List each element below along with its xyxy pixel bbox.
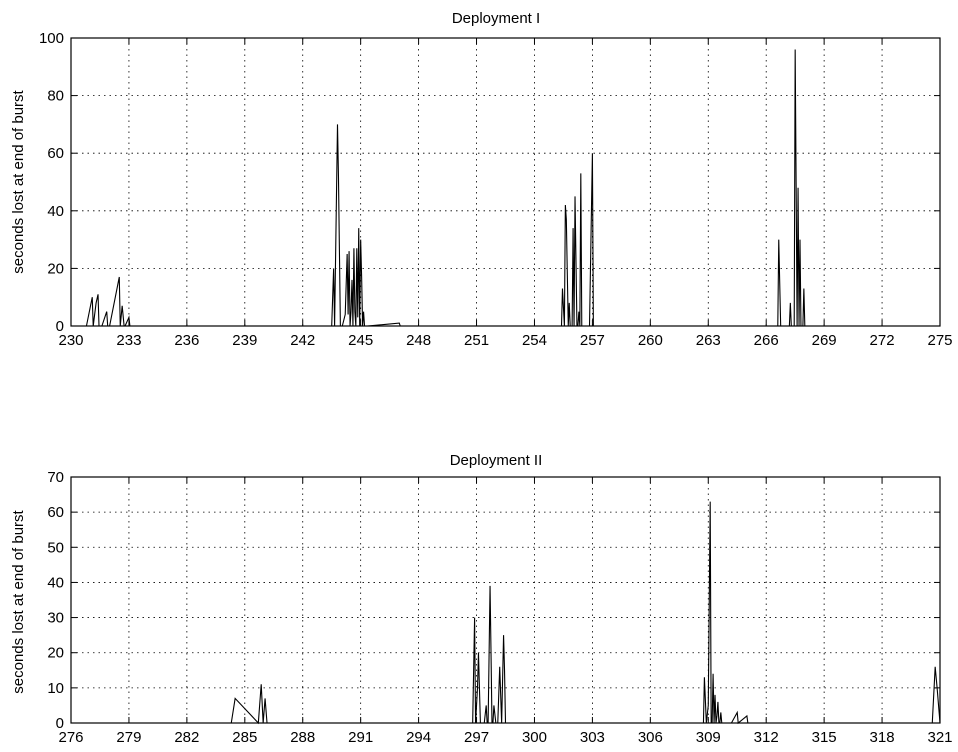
deployment-2-title: Deployment II: [450, 452, 543, 469]
dep1-xtick-label-4: 242: [290, 332, 315, 349]
deployment-1-grid: [71, 38, 940, 326]
dep2-xtick-label-2: 282: [174, 729, 199, 746]
deployment-2-series: [71, 501, 941, 725]
dep2-xtick-label-7: 297: [464, 729, 489, 746]
deployment-1-ylabel: seconds lost at end of burst: [10, 89, 27, 273]
dep2-xtick-label-5: 291: [348, 729, 373, 746]
dep1-xtick-label-14: 272: [870, 332, 895, 349]
dep1-ytick-label-1: 20: [47, 260, 64, 277]
dep1-xtick-label-15: 275: [927, 332, 952, 349]
dep2-ytick-label-0: 0: [56, 715, 64, 732]
deployment-2-grid: [71, 477, 940, 723]
dep1-xtick-label-7: 251: [464, 332, 489, 349]
dep2-axes-frame: [70, 476, 941, 724]
dep2-xtick-label-15: 321: [927, 729, 952, 746]
dep2-ytick-label-3: 30: [47, 610, 64, 627]
dep1-xtick-label-5: 245: [348, 332, 373, 349]
dep1-ytick-label-2: 40: [47, 203, 64, 220]
dep1-xtick-label-13: 269: [812, 332, 837, 349]
deployment-1-plot: Deployment I seconds lost at end of burs…: [10, 10, 953, 349]
dep2-ytick-label-7: 70: [47, 469, 64, 486]
deployment-1-title: Deployment I: [452, 10, 540, 27]
dep1-ytick-label-3: 60: [47, 145, 64, 162]
dep2-xtick-label-12: 312: [754, 729, 779, 746]
dep1-xtick-label-1: 233: [116, 332, 141, 349]
deployment-2-ylabel: seconds lost at end of burst: [10, 509, 27, 693]
dep2-ytick-label-6: 60: [47, 504, 64, 521]
deployment-2-axes: 276 279 282 285 288 291 294 297 300 303 306 309 312 3…: [47, 469, 952, 746]
dep2-xtick-label-3: 285: [232, 729, 257, 746]
deployment-1-axes: 230 233 236 239 242 245 248 251 254 257 260 263 266 2…: [39, 30, 953, 349]
dep2-xtick-label-4: 288: [290, 729, 315, 746]
dep1-series-line: [71, 49, 940, 327]
dep1-xtick-label-3: 239: [232, 332, 257, 349]
dep2-xtick-label-13: 315: [812, 729, 837, 746]
dep1-xtick-label-8: 254: [522, 332, 547, 349]
dep2-ytick-label-1: 10: [47, 680, 64, 697]
dep1-xtick-label-0: 230: [58, 332, 83, 349]
dep1-axes-frame: [70, 37, 941, 327]
dep1-xtick-label-10: 260: [638, 332, 663, 349]
dep1-ytick-label-0: 0: [56, 318, 64, 335]
dep2-xtick-label-1: 279: [116, 729, 141, 746]
dep1-xtick-label-12: 266: [754, 332, 779, 349]
dep2-xtick-label-14: 318: [870, 729, 895, 746]
dep2-ytick-label-5: 50: [47, 539, 64, 556]
dep2-xtick-label-8: 300: [522, 729, 547, 746]
dep1-xtick-label-9: 257: [580, 332, 605, 349]
dep2-ytick-label-4: 40: [47, 574, 64, 591]
dep1-ytick-label-4: 80: [47, 88, 64, 105]
dep1-xtick-label-6: 248: [406, 332, 431, 349]
deployment-2-plot: Deployment II seconds lost at end of bur…: [10, 452, 953, 746]
deployment-1-series: [71, 49, 940, 327]
dep1-xtick-label-11: 263: [696, 332, 721, 349]
dep2-xtick-label-0: 276: [58, 729, 83, 746]
dep2-ytick-label-2: 20: [47, 645, 64, 662]
dep1-xtick-label-2: 236: [174, 332, 199, 349]
dep1-ytick-label-5: 100: [39, 30, 64, 47]
dep2-xtick-label-11: 309: [696, 729, 721, 746]
dep2-xtick-label-10: 306: [638, 729, 663, 746]
dep2-xtick-label-9: 303: [580, 729, 605, 746]
dep2-xtick-label-6: 294: [406, 729, 431, 746]
dep2-series-line: [71, 501, 941, 725]
